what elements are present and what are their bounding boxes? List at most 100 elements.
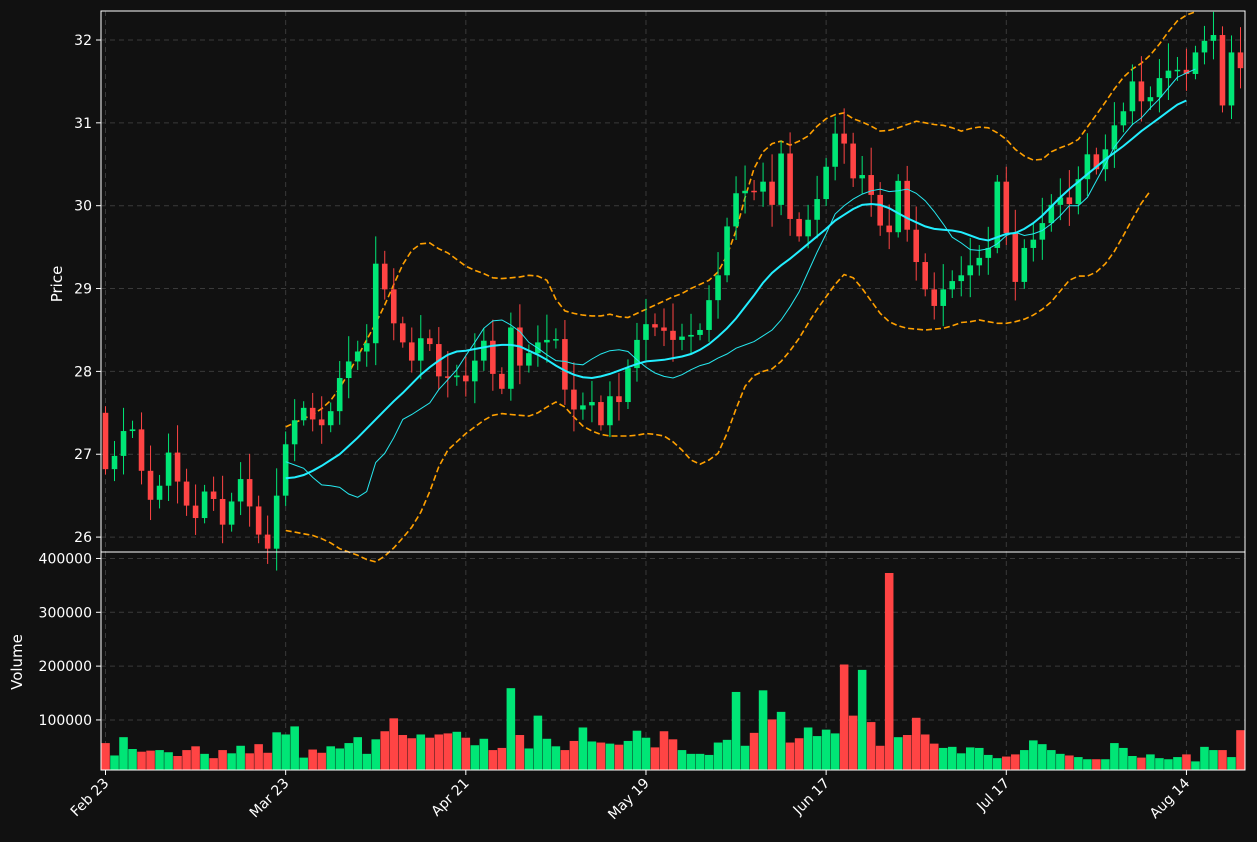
candle-body [670,330,676,340]
candle-body [1093,154,1100,170]
volume-bar [956,753,966,770]
candle-body [318,419,325,426]
volume-bar [704,754,714,770]
candle-body [697,329,703,335]
candle-body [886,225,892,233]
volume-bar [1128,756,1137,770]
candle-body [1021,247,1028,282]
volume-bars [101,572,1245,770]
candle-body [868,175,874,195]
candle-body [688,334,694,337]
volume-bar [614,744,624,770]
candle-body [823,166,829,200]
candle-body [219,498,226,525]
candle-body [769,181,775,205]
candle-body [832,133,838,167]
volume-bar [128,749,137,770]
candle-body [381,263,388,290]
volume-bar [641,737,651,770]
candle-body [985,247,992,258]
candle-body [778,153,784,205]
candle-body [426,338,433,345]
candle-body [1237,52,1244,69]
candle-body [282,444,289,496]
volume-bar [974,747,984,770]
candle-body [661,327,667,331]
candle-body [1084,154,1091,180]
candle-body [958,275,965,282]
price-tick-label: 30 [74,199,92,215]
price-panel-background [101,11,1245,552]
candle-body [805,219,811,237]
candle-body [715,275,721,301]
volume-bar [920,734,930,770]
volume-y-ticks: 100000 200000 300000 400000 [39,551,101,729]
volume-bar [569,740,579,770]
volume-bar [515,735,525,770]
candle-body [760,181,766,192]
candle-body [1120,111,1127,126]
volume-bar [893,737,903,770]
volume-bar [1209,750,1218,770]
candle-body [472,360,478,382]
candle-body [850,143,856,179]
volume-bar [1002,756,1011,770]
candle-body [967,265,974,276]
volume-bar [866,722,876,770]
volume-bar [461,737,471,770]
price-tick-label: 29 [74,282,92,298]
volume-bar [965,747,975,770]
candle-body [363,343,370,352]
candle-body [156,485,163,500]
candle-body [291,420,298,445]
volume-bar [389,718,399,770]
candle-body [1228,52,1235,106]
volume-bar [1020,750,1029,770]
volume-bar [344,743,353,770]
candle-body [138,429,145,471]
volume-bar [209,758,218,770]
volume-bar [1083,759,1092,770]
price-tick-label: 27 [74,447,92,463]
volume-bar [821,729,831,770]
candle-body [1057,197,1064,205]
candle-body [625,368,631,403]
candle-body [481,340,487,361]
volume-bar [101,743,110,770]
candle-body [102,412,109,470]
volume-bar [713,742,723,770]
volume-bar [767,719,777,770]
candle-body [1165,70,1172,79]
volume-bar [506,688,516,770]
candle-body [940,289,947,306]
volume-bar [677,750,687,770]
upper-band-line [285,11,1196,428]
candle-body [174,452,181,482]
volume-bar [668,739,678,770]
volume-bar [632,730,642,770]
candle-body [454,375,460,378]
volume-bar [938,747,948,770]
candle-body [1210,35,1217,41]
candle-body [1030,239,1037,248]
volume-bar [299,757,308,770]
volume-bar [749,732,759,770]
volume-bar [1137,757,1146,770]
volume-bar [443,733,453,770]
candle-body [1138,81,1145,102]
volume-bar [1173,757,1182,770]
volume-bar [236,745,245,770]
candle-body [841,133,847,144]
volume-bar [533,715,543,770]
candle-body [490,340,496,374]
volume-bar [1182,754,1191,770]
volume-bar [335,748,344,770]
volume-bar [290,726,299,770]
volume-bar [587,741,597,770]
x-tick-label: Apr 21 [428,776,472,820]
volume-bar [1155,758,1164,770]
volume-bar [605,743,615,770]
price-tick-label: 32 [74,33,92,49]
volume-bar [326,746,335,770]
candle-body [147,470,154,500]
